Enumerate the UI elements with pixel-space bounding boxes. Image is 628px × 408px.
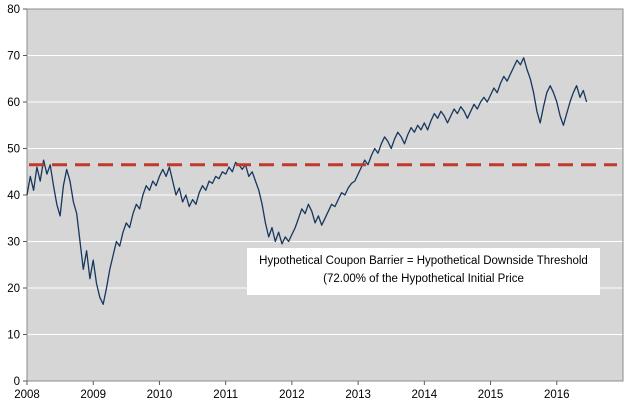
x-axis-label-2014: 2014 xyxy=(412,389,438,401)
annotation-line1: Hypothetical Coupon Barrier = Hypothetic… xyxy=(259,255,588,267)
x-axis-label-2016: 2016 xyxy=(544,389,570,401)
price-series-line xyxy=(26,57,588,305)
x-axis-label-2013: 2013 xyxy=(345,389,371,401)
y-axis-label-80: 80 xyxy=(7,4,20,16)
y-axis-label-50: 50 xyxy=(7,144,20,156)
y-axis-label-10: 10 xyxy=(7,330,20,342)
coupon-barrier-annotation: Hypothetical Coupon Barrier = Hypothetic… xyxy=(247,248,600,295)
x-axis-label-2009: 2009 xyxy=(80,389,106,401)
x-axis-label-2010: 2010 xyxy=(147,389,173,401)
y-axis-label-30: 30 xyxy=(7,237,20,249)
y-axis-label-0: 0 xyxy=(14,376,20,388)
x-axis-label-2012: 2012 xyxy=(279,389,305,401)
y-axis-label-20: 20 xyxy=(7,283,20,295)
y-axis-label-70: 70 xyxy=(7,51,20,63)
annotation-line2: (72.00% of the Hypothetical Initial Pric… xyxy=(323,272,524,285)
y-axis-label-60: 60 xyxy=(7,97,20,109)
x-axis-label-2015: 2015 xyxy=(478,389,504,401)
x-axis-label-2008: 2008 xyxy=(14,389,40,401)
y-axis-label-40: 40 xyxy=(7,190,20,202)
x-axis-label-2011: 2011 xyxy=(213,389,238,401)
